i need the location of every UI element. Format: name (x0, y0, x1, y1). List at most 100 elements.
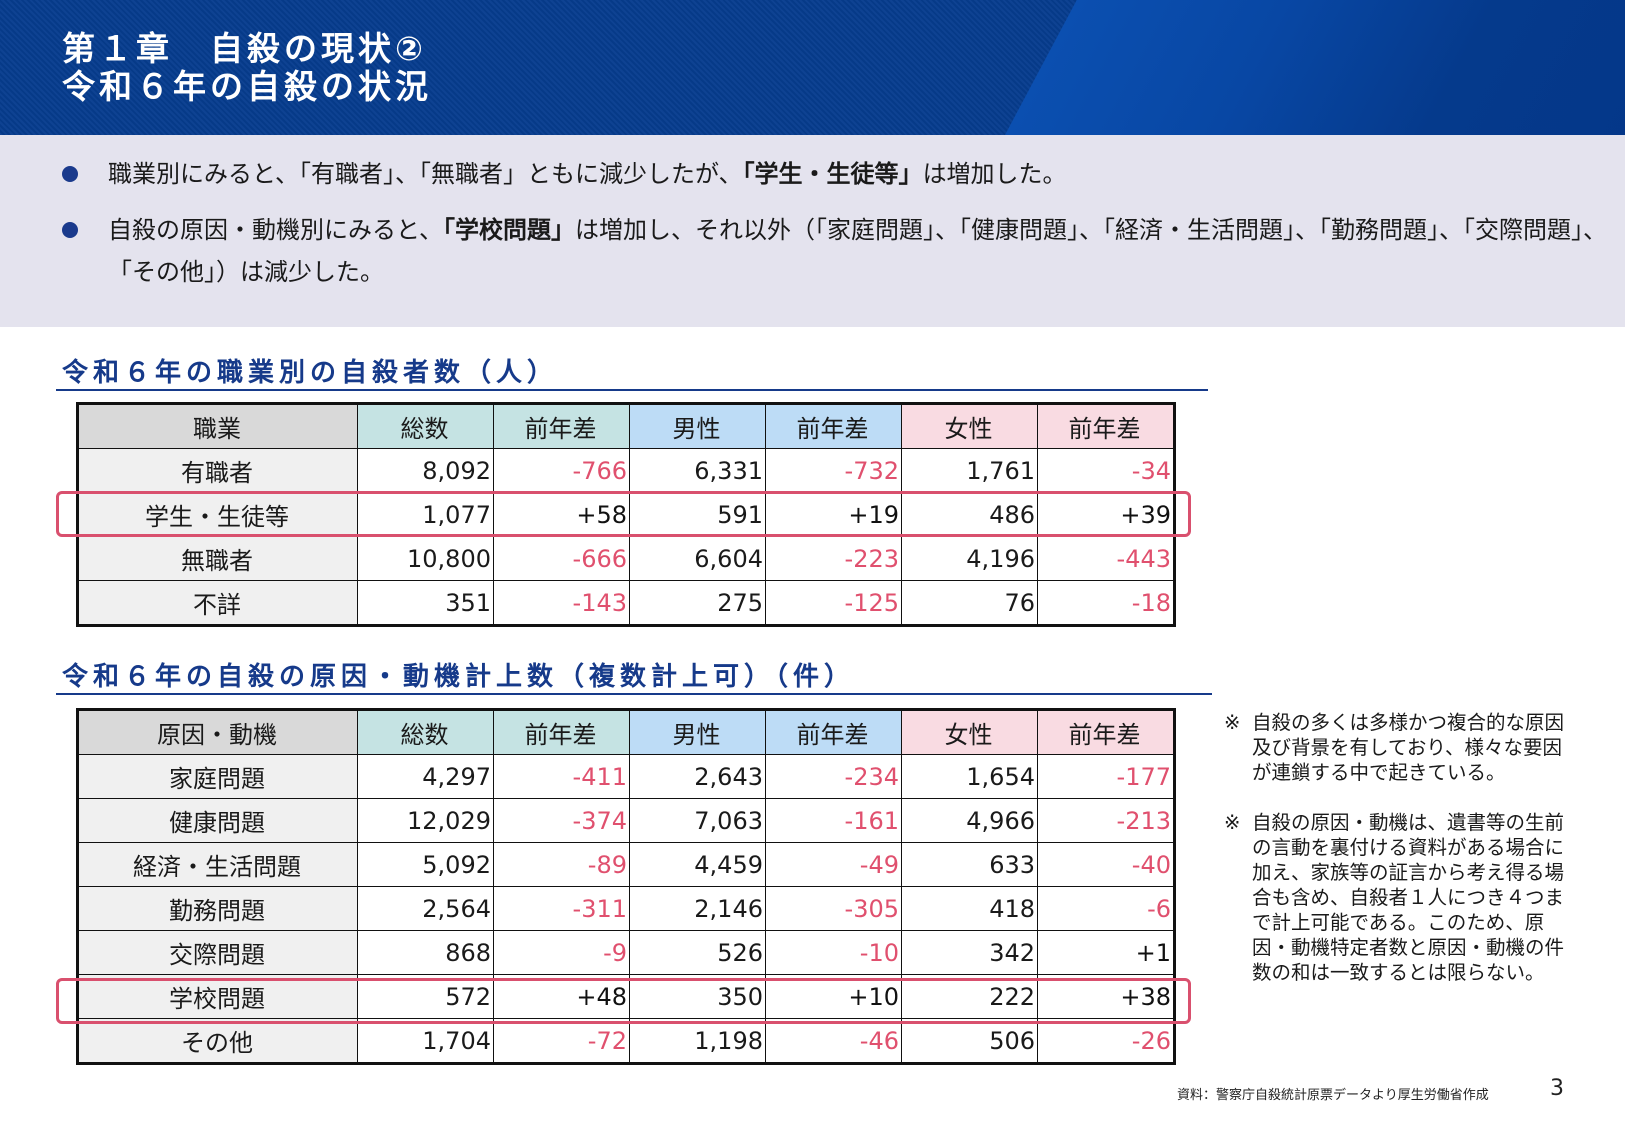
diff-cell: +10 (765, 974, 902, 1019)
count-cell: 633 (901, 842, 1038, 887)
row-label: 交際問題 (77, 930, 358, 975)
table-row: 経済・生活問題 5,092 -89 4,459 -49 633 -40 (77, 842, 1175, 887)
count-cell: 12,029 (357, 798, 494, 843)
page-number: 3 (1550, 1076, 1564, 1101)
count-cell: 1,198 (629, 1018, 766, 1064)
diff-cell: -234 (765, 754, 902, 799)
summary-bullet-2: 自殺の原因・動機別にみると、「学校問題」は増加し、それ以外（「家庭問題」、「健康… (62, 209, 1625, 293)
count-cell: 1,704 (357, 1018, 494, 1064)
header-decoration (1005, 0, 1625, 135)
col-header-female-diff: 前年差 (1037, 403, 1175, 449)
count-cell: 4,297 (357, 754, 494, 799)
count-cell: 506 (901, 1018, 1038, 1064)
table-row: 有職者 8,092 -766 6,331 -732 1,761 -34 (77, 448, 1175, 493)
row-label: 健康問題 (77, 798, 358, 843)
count-cell: 8,092 (357, 448, 494, 493)
table-header-row: 原因・動機 総数 前年差 男性 前年差 女性 前年差 (77, 709, 1175, 755)
diff-cell: -18 (1037, 580, 1175, 626)
bullet-dot-icon (62, 166, 78, 182)
diff-cell: -6 (1037, 886, 1175, 931)
diff-cell: -10 (765, 930, 902, 975)
col-header-female-diff: 前年差 (1037, 709, 1175, 755)
diff-cell: -732 (765, 448, 902, 493)
diff-cell: -72 (493, 1018, 630, 1064)
diff-cell: -177 (1037, 754, 1175, 799)
row-label: 家庭問題 (77, 754, 358, 799)
diff-cell: +48 (493, 974, 630, 1019)
row-label: 学生・生徒等 (77, 492, 358, 537)
diff-cell: +38 (1037, 974, 1175, 1019)
diff-cell: -26 (1037, 1018, 1175, 1064)
table-row: 交際問題 868 -9 526 -10 342 +1 (77, 930, 1175, 975)
row-label: その他 (77, 1018, 358, 1064)
count-cell: 572 (357, 974, 494, 1019)
count-cell: 526 (629, 930, 766, 975)
diff-cell: -143 (493, 580, 630, 626)
col-header-occupation: 職業 (77, 403, 358, 449)
reference-mark-icon: ※ (1224, 711, 1241, 734)
diff-cell: -374 (493, 798, 630, 843)
bold-keyword: 「学生・生徒等」 (742, 160, 923, 188)
count-cell: 486 (901, 492, 1038, 537)
count-cell: 350 (629, 974, 766, 1019)
table-row: その他 1,704 -72 1,198 -46 506 -26 (77, 1018, 1175, 1064)
bold-keyword: 「学校問題」 (443, 216, 576, 244)
count-cell: 868 (357, 930, 494, 975)
col-header-male-diff: 前年差 (765, 709, 902, 755)
row-label: 無職者 (77, 536, 358, 581)
header-banner: 第１章 自殺の現状② 令和６年の自殺の状況 (0, 0, 1625, 135)
diff-cell: -305 (765, 886, 902, 931)
diff-cell: +39 (1037, 492, 1175, 537)
count-cell: 591 (629, 492, 766, 537)
diff-cell: -9 (493, 930, 630, 975)
row-label: 学校問題 (77, 974, 358, 1019)
row-label: 勤務問題 (77, 886, 358, 931)
count-cell: 2,564 (357, 886, 494, 931)
count-cell: 2,146 (629, 886, 766, 931)
occupation-table: 職業 総数 前年差 男性 前年差 女性 前年差 有職者 8,092 -766 6,33… (76, 402, 1176, 627)
count-cell: 351 (357, 580, 494, 626)
count-cell: 4,196 (901, 536, 1038, 581)
diff-cell: -311 (493, 886, 630, 931)
table-row: 健康問題 12,029 -374 7,063 -161 4,966 -213 (77, 798, 1175, 843)
col-header-cause: 原因・動機 (77, 709, 358, 755)
diff-cell: -213 (1037, 798, 1175, 843)
diff-cell: +1 (1037, 930, 1175, 975)
bullet-dot-icon (62, 222, 78, 238)
diff-cell: -125 (765, 580, 902, 626)
cause-motive-table: 原因・動機 総数 前年差 男性 前年差 女性 前年差 家庭問題 4,297 -411… (76, 708, 1176, 1065)
table-row: 勤務問題 2,564 -311 2,146 -305 418 -6 (77, 886, 1175, 931)
diff-cell: -89 (493, 842, 630, 887)
diff-cell: -49 (765, 842, 902, 887)
count-cell: 1,077 (357, 492, 494, 537)
table-row: 学生・生徒等 1,077 +58 591 +19 486 +39 (77, 492, 1175, 537)
table-row: 家庭問題 4,297 -411 2,643 -234 1,654 -177 (77, 754, 1175, 799)
col-header-total-diff: 前年差 (493, 709, 630, 755)
count-cell: 4,459 (629, 842, 766, 887)
diff-cell: -766 (493, 448, 630, 493)
source-note: 資料：警察庁自殺統計原票データより厚生労働省作成 (1177, 1088, 1489, 1103)
chapter-title: 第１章 自殺の現状② (62, 29, 427, 68)
diff-cell: -666 (493, 536, 630, 581)
table2-title: 令和６年の自殺の原因・動機計上数（複数計上可）（件） (56, 656, 1212, 695)
slide-title: 令和６年の自殺の状況 (62, 67, 432, 106)
col-header-male: 男性 (629, 403, 766, 449)
table1-title: 令和６年の職業別の自殺者数（人） (56, 352, 1208, 391)
count-cell: 222 (901, 974, 1038, 1019)
col-header-male-diff: 前年差 (765, 403, 902, 449)
count-cell: 342 (901, 930, 1038, 975)
count-cell: 2,643 (629, 754, 766, 799)
count-cell: 7,063 (629, 798, 766, 843)
diff-cell: -161 (765, 798, 902, 843)
col-header-total-diff: 前年差 (493, 403, 630, 449)
count-cell: 6,331 (629, 448, 766, 493)
col-header-female: 女性 (901, 403, 1038, 449)
col-header-male: 男性 (629, 709, 766, 755)
diff-cell: +58 (493, 492, 630, 537)
col-header-total: 総数 (357, 709, 494, 755)
count-cell: 10,800 (357, 536, 494, 581)
row-label: 不詳 (77, 580, 358, 626)
count-cell: 418 (901, 886, 1038, 931)
diff-cell: -34 (1037, 448, 1175, 493)
table-header-row: 職業 総数 前年差 男性 前年差 女性 前年差 (77, 403, 1175, 449)
